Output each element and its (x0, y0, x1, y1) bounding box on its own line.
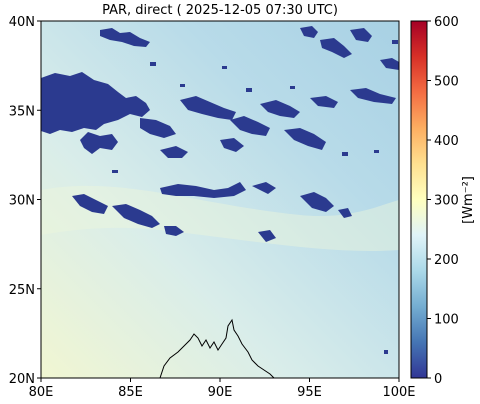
par-field-bright-band (41, 185, 399, 251)
cloud-speck (180, 84, 185, 87)
cloud-streak-5 (258, 230, 276, 242)
cloud-streak-3 (112, 204, 160, 228)
cloud-mid-6 (350, 88, 396, 104)
cloud-speck (112, 170, 118, 173)
colorbar-tick-label: 600 (434, 15, 459, 30)
y-tick-label: 20N (9, 372, 35, 387)
cloud-streak-4 (164, 226, 184, 236)
chart-title: PAR, direct ( 2025-12-05 07:30 UTC) (102, 3, 338, 18)
cloud-top-right-1 (300, 26, 318, 38)
cloud-mid-8 (160, 146, 188, 158)
cloud-mid-5 (310, 96, 338, 108)
cloud-streak-7 (338, 208, 352, 218)
colorbar: 0 100 200 300 400 500 600 [Wm⁻²] (410, 15, 476, 387)
colorbar-tick-label: 100 (434, 313, 459, 328)
cloud-mid-7 (220, 138, 244, 152)
colorbar-tick-label: 300 (434, 194, 459, 209)
cloud-speck (342, 152, 348, 156)
x-tick-label: 100E (382, 385, 415, 400)
cloud-speck (290, 86, 295, 89)
map-panel (41, 21, 399, 378)
cloud-speck (384, 350, 388, 354)
cloud-mid-2 (230, 116, 270, 136)
cloud-top-right-4 (380, 58, 399, 70)
coastline (159, 318, 275, 378)
colorbar-ticks: 0 100 200 300 400 500 600 (427, 15, 459, 387)
cloud-nw-tail (80, 132, 118, 154)
cloud-speck (246, 88, 252, 92)
colorbar-gradient (410, 20, 428, 379)
cloud-speck (392, 40, 398, 44)
x-tick-label: 80E (29, 385, 54, 400)
colorbar-tick-label: 400 (434, 134, 459, 149)
cloud-streak-8 (252, 182, 276, 194)
x-tick-label: 85E (118, 385, 143, 400)
cloud-top-right-2 (320, 38, 352, 58)
colorbar-tick-label: 200 (434, 253, 459, 268)
cloud-streak-6 (300, 192, 334, 212)
cloud-streak-1 (160, 182, 246, 198)
cloud-mask (41, 26, 399, 354)
cloud-speck (374, 150, 379, 153)
cloud-speck (222, 66, 227, 69)
cloud-speck (150, 62, 156, 66)
y-tick-label: 40N (9, 15, 35, 30)
y-tick-label: 30N (9, 194, 35, 209)
cloud-nw-spot (140, 118, 176, 138)
x-axis-ticks: 80E 85E 90E 95E 100E (29, 378, 416, 400)
x-tick-label: 95E (297, 385, 322, 400)
y-axis-ticks: 20N 25N 30N 35N 40N (9, 15, 41, 387)
colorbar-label: [Wm⁻²] (461, 176, 476, 224)
x-tick-label: 90E (208, 385, 233, 400)
colorbar-tick-label: 500 (434, 75, 459, 90)
y-tick-label: 25N (9, 283, 35, 298)
cloud-streak-2 (72, 194, 108, 214)
cloud-nw-mass (41, 72, 150, 134)
cloud-mid-4 (284, 128, 326, 150)
cloud-top-band (100, 28, 150, 47)
cloud-mid-3 (260, 100, 300, 118)
y-tick-label: 35N (9, 104, 35, 119)
cloud-mid-1 (180, 96, 236, 120)
cloud-top-right-3 (350, 28, 372, 42)
par-field (41, 21, 399, 378)
colorbar-tick-label: 0 (434, 372, 442, 387)
